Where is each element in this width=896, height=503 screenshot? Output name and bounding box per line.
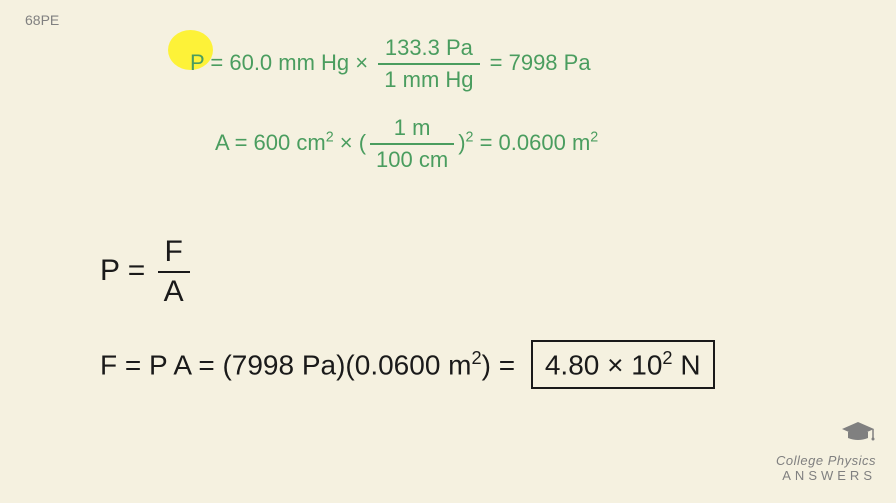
line4-lhs: F = P A = (7998 Pa)(0.0600 m <box>100 349 472 380</box>
line2-lhs: A = 600 cm <box>215 130 326 155</box>
boxed-unit: N <box>673 349 701 380</box>
problem-label: 68PE <box>25 12 59 28</box>
line2-mid: × <box>334 130 359 155</box>
line2-fraction: 1 m 100 cm <box>370 115 454 173</box>
graduation-cap-icon <box>776 419 876 451</box>
logo: College Physics ANSWERS <box>776 419 876 483</box>
equation-pressure-conversion: P = 60.0 mm Hg × 133.3 Pa 1 mm Hg = 7998… <box>190 35 591 93</box>
line3-frac-den: A <box>158 273 190 309</box>
equation-pressure-definition: P = F A <box>100 235 194 309</box>
logo-text-1: College Physics <box>776 453 876 468</box>
equation-area-conversion: A = 600 cm2 × ( 1 m 100 cm )2 = 0.0600 m… <box>215 115 598 173</box>
line1-frac-num: 133.3 Pa <box>378 35 479 65</box>
line2-frac-den: 100 cm <box>370 145 454 173</box>
boxed-sup: 2 <box>662 348 672 368</box>
line3-fraction: F A <box>158 235 190 309</box>
equation-force-calculation: F = P A = (7998 Pa)(0.0600 m2) = 4.80 × … <box>100 340 715 389</box>
line4-mid: ) = <box>482 349 523 380</box>
line1-frac-den: 1 mm Hg <box>378 65 479 93</box>
logo-text-2: ANSWERS <box>776 468 876 483</box>
answer-box: 4.80 × 102 N <box>531 340 715 389</box>
line2-rhs: = 0.0600 m <box>473 130 590 155</box>
line1-fraction: 133.3 Pa 1 mm Hg <box>378 35 479 93</box>
line3-frac-num: F <box>158 235 190 273</box>
boxed-val: 4.80 × 10 <box>545 349 663 380</box>
line1-lhs: P = 60.0 mm Hg × <box>190 50 368 75</box>
line3-lhs: P = <box>100 254 154 287</box>
line4-sup: 2 <box>472 348 482 368</box>
line1-rhs: = 7998 Pa <box>490 50 591 75</box>
line2-sup2: 2 <box>590 129 598 145</box>
line2-sup1: 2 <box>326 129 334 145</box>
line2-frac-num: 1 m <box>370 115 454 145</box>
